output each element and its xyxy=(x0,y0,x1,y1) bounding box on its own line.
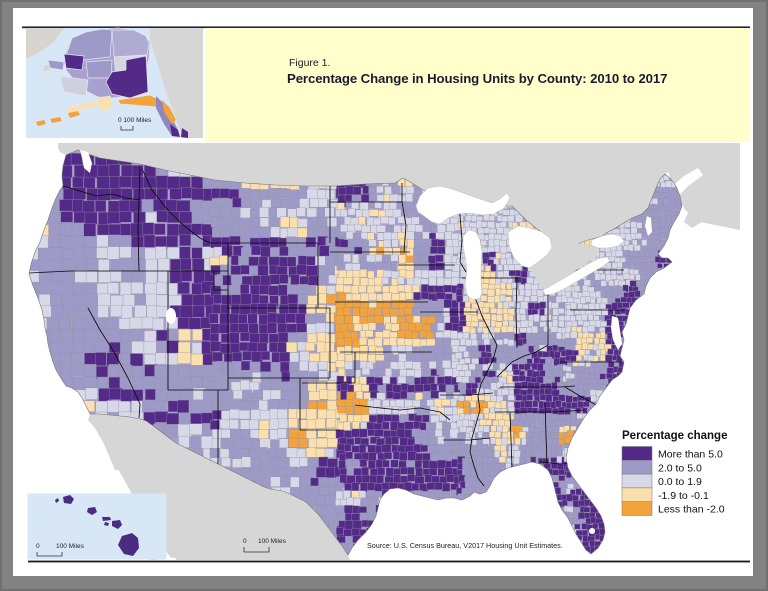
svg-text:100 Miles: 100 Miles xyxy=(56,543,85,550)
svg-text:0: 0 xyxy=(36,543,40,550)
svg-text:Less than -2.0: Less than -2.0 xyxy=(658,504,725,516)
svg-text:Figure 1.: Figure 1. xyxy=(289,57,330,69)
svg-text:-1.9 to -0.1: -1.9 to -0.1 xyxy=(658,490,709,502)
svg-text:0: 0 xyxy=(243,538,247,545)
svg-text:More than 5.0: More than 5.0 xyxy=(658,449,723,461)
svg-text:Percentage change: Percentage change xyxy=(622,430,727,442)
svg-text:0 100 Miles: 0 100 Miles xyxy=(118,117,152,124)
svg-text:2.0 to 5.0: 2.0 to 5.0 xyxy=(658,462,702,474)
svg-text:Source: U.S. Census Bureau, V2: Source: U.S. Census Bureau, V2017 Housin… xyxy=(367,541,563,550)
svg-text:100 Miles: 100 Miles xyxy=(258,538,287,545)
svg-text:0.0 to 1.9: 0.0 to 1.9 xyxy=(658,476,702,488)
svg-text:Percentage Change in Housing U: Percentage Change in Housing Units by Co… xyxy=(287,71,667,86)
